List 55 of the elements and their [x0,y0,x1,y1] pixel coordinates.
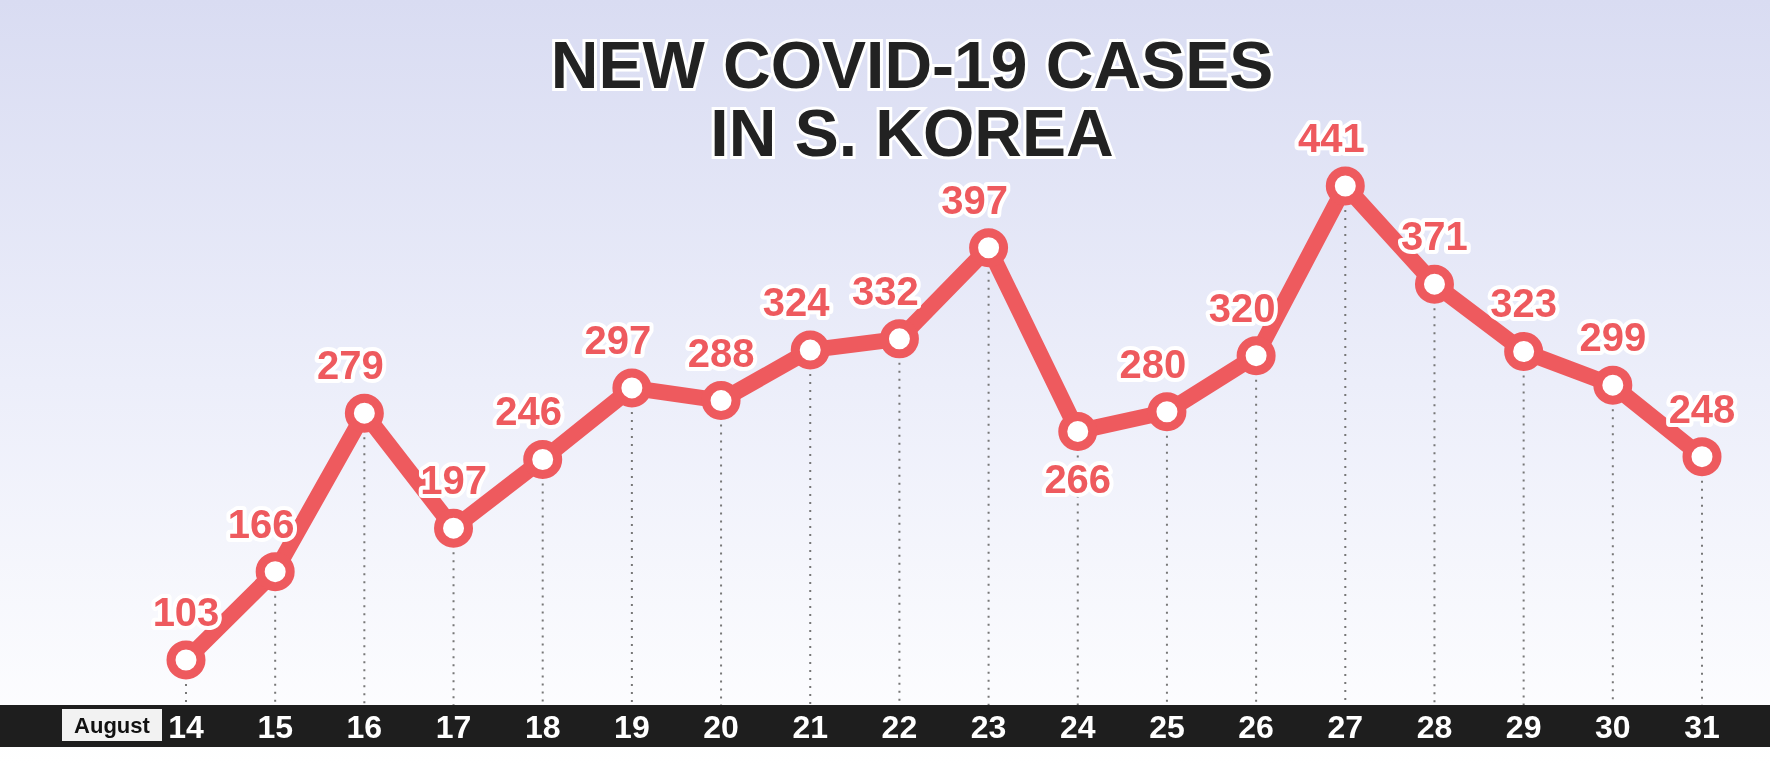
data-label: 297 [584,317,652,362]
data-label: 299 [1579,315,1647,360]
x-tick-label: 18 [524,709,561,745]
x-tick-label: 23 [970,709,1007,745]
point [1236,336,1276,376]
x-tick-label: 22 [881,709,918,745]
data-label: 279 [316,343,384,388]
x-tick-label: 20 [703,709,739,745]
point [255,552,295,592]
x-tick-label: 15 [257,709,293,745]
x-tick-label: 31 [1684,709,1720,745]
data-label: 324 [762,280,831,325]
data-label: 166 [227,501,295,546]
point [1414,264,1454,304]
x-tick-label: 30 [1595,709,1631,745]
data-label: 323 [1490,281,1558,326]
x-tick-label: 27 [1327,709,1364,745]
data-label: 103 [152,590,220,634]
point [1058,411,1098,451]
point [1682,437,1722,477]
data-label: 397 [941,177,1008,222]
point [969,228,1009,268]
point [701,381,741,421]
point [434,508,474,548]
point [166,640,206,680]
x-tick-label: 16 [346,709,383,745]
data-label: 266 [1044,457,1112,502]
x-tick-label: 29 [1505,709,1542,745]
point [523,439,563,479]
x-tick-label: 28 [1416,709,1453,745]
x-axis-title: August [74,713,151,738]
point [612,368,652,408]
x-tick-label: 14 [168,709,204,745]
x-tick-label: 25 [1149,709,1185,745]
point [1593,365,1633,405]
x-tick-label: 21 [792,709,829,745]
data-label: 332 [852,268,919,313]
data-label: 246 [495,389,563,434]
data-label: 320 [1208,285,1276,330]
chart-title: NEW COVID-19 CASES IN S. KOREA [550,28,1274,170]
point [879,319,919,359]
x-tick-label: 19 [614,709,650,745]
data-label: 248 [1668,386,1736,431]
data-label: 280 [1119,341,1187,386]
data-label: 288 [687,330,755,375]
point [344,393,384,433]
x-tick-label: 24 [1059,709,1096,745]
x-tick-label: 17 [435,709,472,745]
point [1147,392,1187,432]
point [790,330,830,370]
x-tick-label: 26 [1238,709,1274,745]
point [1325,166,1365,206]
data-label: 441 [1297,116,1365,160]
point [1504,331,1544,371]
data-label: 371 [1401,214,1468,259]
